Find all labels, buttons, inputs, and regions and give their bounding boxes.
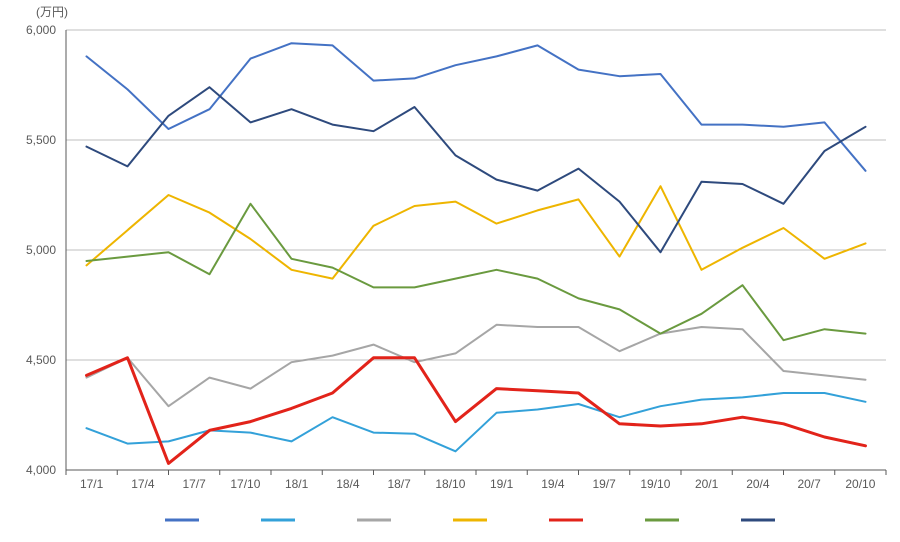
series-line: [87, 358, 866, 464]
x-tick-label: 19/1: [490, 477, 514, 491]
x-tick-label: 17/10: [230, 477, 260, 491]
y-axis-unit: (万円): [36, 5, 68, 19]
x-tick-label: 20/7: [797, 477, 821, 491]
x-tick-label: 19/4: [541, 477, 565, 491]
x-tick-label: 18/4: [336, 477, 360, 491]
series-line: [87, 186, 866, 278]
series-line: [87, 204, 866, 340]
x-tick-label: 18/1: [285, 477, 309, 491]
series-line: [87, 43, 866, 171]
series-line: [87, 325, 866, 406]
x-tick-label: 17/7: [182, 477, 206, 491]
series-line: [87, 393, 866, 451]
x-tick-label: 20/10: [845, 477, 875, 491]
x-tick-label: 18/10: [435, 477, 465, 491]
line-chart: 4,000 4,500 5,000 5,500 6,000 (万円) 17/1 17/4 17/…: [0, 0, 900, 542]
x-tick-label: 19/10: [640, 477, 670, 491]
x-tick-label: 20/4: [746, 477, 770, 491]
y-tick-label: 5,500: [26, 133, 56, 147]
x-tick-label: 20/1: [695, 477, 719, 491]
y-tick-label: 6,000: [26, 23, 56, 37]
x-tick-label: 19/7: [592, 477, 616, 491]
x-tick-label: 17/1: [80, 477, 104, 491]
x-tick-label: 18/7: [387, 477, 411, 491]
y-tick-label: 4,500: [26, 353, 56, 367]
y-tick-label: 4,000: [26, 463, 56, 477]
y-tick-label: 5,000: [26, 243, 56, 257]
x-tick-label: 17/4: [131, 477, 155, 491]
